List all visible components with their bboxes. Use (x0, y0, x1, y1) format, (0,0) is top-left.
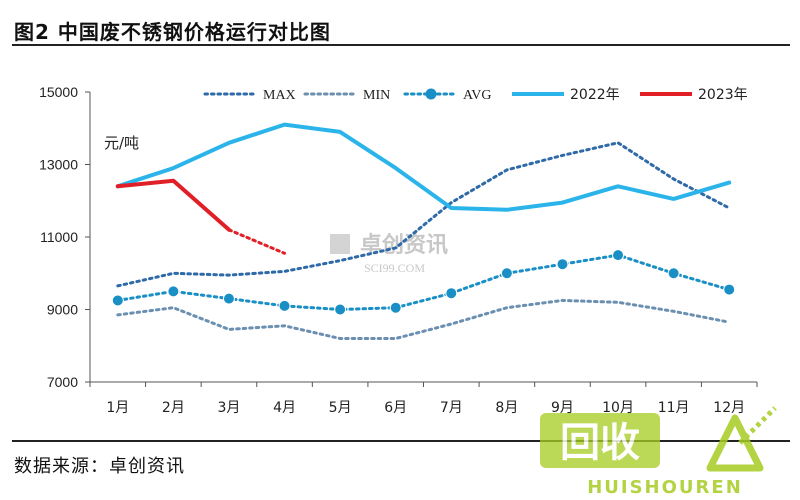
series-avg-point (556, 258, 569, 271)
x-tick-label: 12月 (713, 400, 745, 416)
source-note: 数据来源：卓创资讯 (14, 456, 185, 477)
y-tick-label: 9000 (47, 302, 78, 318)
x-tick-label: 6月 (384, 400, 407, 416)
figure-title: 图2 中国废不锈钢价格运行对比图 (14, 20, 331, 44)
x-tick-label: 11月 (658, 400, 690, 416)
x-tick-label: 9月 (551, 400, 574, 416)
series-avg-point (334, 303, 347, 316)
y-tick-label: 15000 (39, 84, 78, 100)
y-tick-label: 7000 (47, 374, 78, 390)
series-max-line (116, 141, 731, 288)
series-avg-point (167, 285, 180, 298)
legend-max-label: MAX (263, 88, 296, 103)
watermark-center-mark (330, 234, 350, 254)
series-2023-line (115, 178, 231, 232)
series-2022-line (115, 122, 732, 212)
x-tick-label: 8月 (495, 400, 518, 416)
watermark-center-sub: SCI99.COM (364, 261, 425, 275)
series-2023-forecast-line (227, 228, 286, 255)
series-avg-point (111, 294, 124, 307)
huishouren-watermark-logo: 回收 HUISHOUREN (540, 406, 777, 498)
series-min-line (116, 298, 731, 340)
y-tick-label: 11000 (40, 229, 78, 245)
watermark-corner-sub: HUISHOUREN (587, 477, 743, 498)
legend-2022-label: 2022年 (570, 87, 620, 103)
series-avg-point (667, 267, 680, 280)
series-avg-point (612, 249, 625, 262)
series-avg-point (222, 292, 235, 305)
x-tick-label: 1月 (106, 400, 129, 416)
line-chart: 7000 9000 11000 13000 15000 1月 2月 3月 4月 5月 6月 7月 8月 9… (39, 84, 758, 416)
series-avg-point (389, 301, 402, 314)
watermark-center-main: 卓创资讯 (360, 233, 448, 258)
series-avg-point (445, 287, 458, 300)
x-tick-label: 4月 (273, 400, 296, 416)
watermark-corner-main: 回收 (560, 420, 640, 466)
legend-avg-label: AVG (463, 88, 492, 103)
x-tick-label: 7月 (440, 400, 463, 416)
series-avg-point (723, 283, 736, 296)
figure-title-bar: 图2 中国废不锈钢价格运行对比图 (12, 14, 790, 46)
x-tick-label: 5月 (329, 400, 352, 416)
series-avg-line (116, 253, 731, 312)
y-axis-unit-label: 元/吨 (104, 134, 139, 152)
source-bar: 数据来源：卓创资讯 (12, 440, 790, 482)
x-tick-label: 10月 (602, 400, 634, 416)
series-avg-point (500, 267, 513, 280)
x-tick-label: 2月 (162, 400, 185, 416)
x-tick-label: 3月 (217, 400, 240, 416)
legend-avg-marker (425, 88, 437, 100)
series-avg-point (278, 299, 291, 312)
y-tick-label: 13000 (39, 157, 78, 173)
legend-2023-label: 2023年 (698, 87, 748, 103)
legend-min-label: MIN (363, 88, 390, 103)
